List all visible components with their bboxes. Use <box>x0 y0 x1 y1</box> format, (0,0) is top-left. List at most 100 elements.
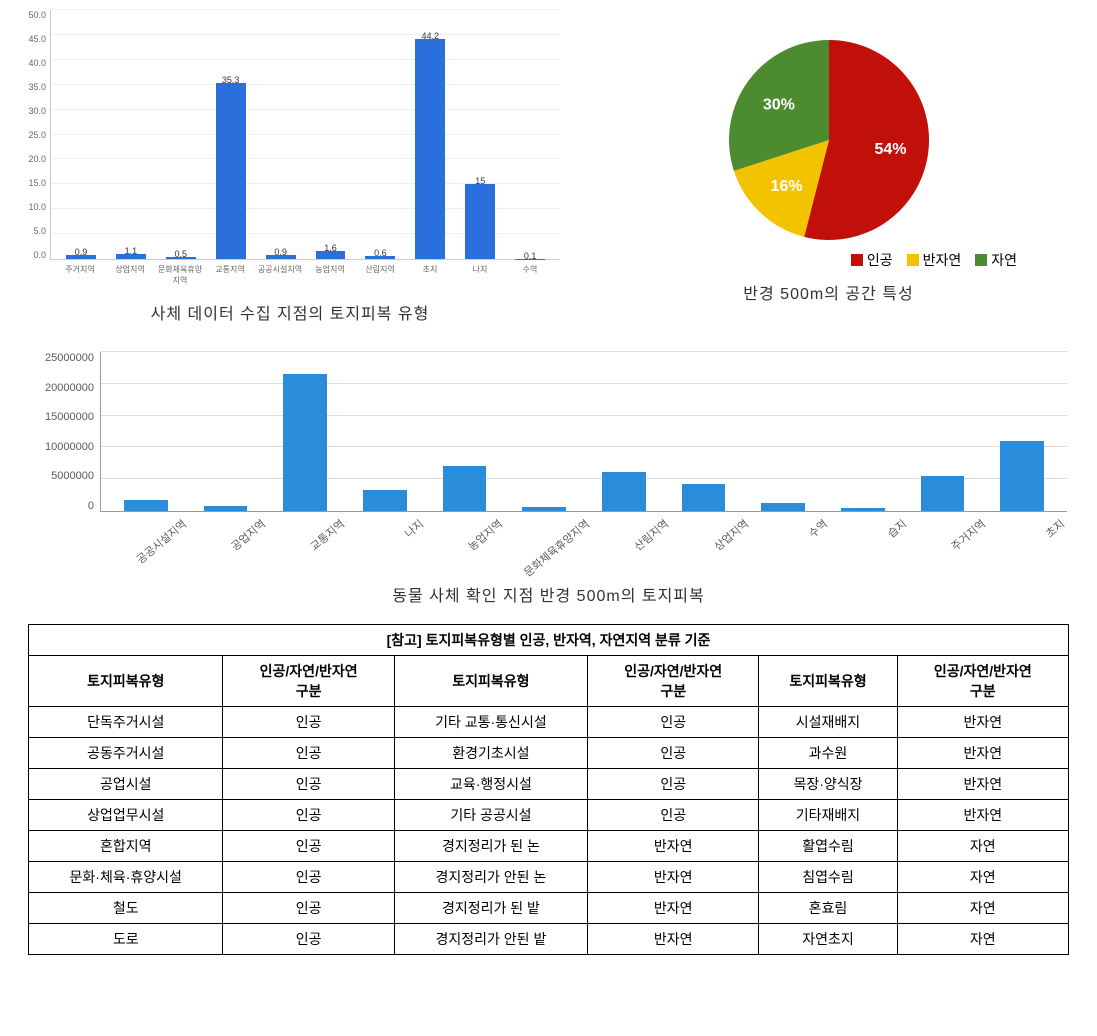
table-cell: 기타 교통·통신시설 <box>394 707 587 738</box>
chart1-ytick: 20.0 <box>20 154 50 164</box>
table-row: 단독주거시설인공기타 교통·통신시설인공시설재배지반자연 <box>29 707 1069 738</box>
table-cell: 반자연 <box>588 893 759 924</box>
table-cell: 경지정리가 된 밭 <box>394 893 587 924</box>
chart2-bar <box>106 352 186 511</box>
table-cell: 문화·체육·휴양시설 <box>29 862 223 893</box>
chart1-xlabel: 문화체육휴양지역 <box>155 260 205 290</box>
table-row: 공업시설인공교육·행정시설인공목장·양식장반자연 <box>29 769 1069 800</box>
table-row: 혼합지역인공경지정리가 된 논반자연활엽수림자연 <box>29 831 1069 862</box>
pie-slice-label: 30% <box>762 97 794 114</box>
chart1-ytick: 10.0 <box>20 202 50 212</box>
table-cell: 환경기초시설 <box>394 738 587 769</box>
table-header: 인공/자연/반자연구분 <box>897 656 1068 707</box>
table-cell: 인공 <box>588 707 759 738</box>
chart2-bar <box>664 352 744 511</box>
table-cell: 인공 <box>223 707 394 738</box>
chart1-ytick: 50.0 <box>20 10 50 20</box>
chart2-bar <box>743 352 823 511</box>
table-row: 공동주거시설인공환경기초시설인공과수원반자연 <box>29 738 1069 769</box>
table-cell: 반자연 <box>897 800 1068 831</box>
chart1-xlabel: 공공시설지역 <box>255 260 305 290</box>
table-cell: 철도 <box>29 893 223 924</box>
table-cell: 활엽수림 <box>759 831 897 862</box>
bar-chart-1: 50.045.040.035.030.025.020.015.010.05.00… <box>20 10 560 290</box>
table-cell: 기타 공공시설 <box>394 800 587 831</box>
chart2-container: 2500000020000000150000001000000050000000… <box>0 352 1097 606</box>
pie-slice-label: 54% <box>874 141 906 158</box>
chart1-ytick: 15.0 <box>20 178 50 188</box>
chart1-ytick: 35.0 <box>20 82 50 92</box>
legend-label: 반자연 <box>923 250 962 270</box>
chart1-caption: 사체 데이터 수집 지점의 토지피복 유형 <box>20 300 560 324</box>
chart1-bar: 1.1 <box>106 10 156 259</box>
chart1-ytick: 45.0 <box>20 34 50 44</box>
table-cell: 공동주거시설 <box>29 738 223 769</box>
chart1-xlabel: 나지 <box>455 260 505 290</box>
chart2-ytick: 0 <box>30 500 100 512</box>
table-cell: 인공 <box>588 800 759 831</box>
table-cell: 도로 <box>29 924 223 955</box>
chart1-bar: 35.3 <box>206 10 256 259</box>
chart1-xlabel: 상업지역 <box>105 260 155 290</box>
table-row: 철도인공경지정리가 된 밭반자연혼효림자연 <box>29 893 1069 924</box>
pie-caption: 반경 500m의 공간 특성 <box>580 280 1077 304</box>
pie-container: 54% 16% 30% 인공 반자연 자연 반경 500m의 공간 특성 <box>580 10 1077 342</box>
chart2-bar <box>345 352 425 511</box>
legend-color-box <box>907 254 919 266</box>
table-cell: 반자연 <box>897 769 1068 800</box>
table-row: 상업업무시설인공기타 공공시설인공기타재배지반자연 <box>29 800 1069 831</box>
chart1-xlabel: 교통지역 <box>205 260 255 290</box>
pie-slice-label: 16% <box>770 178 802 195</box>
chart1-xlabel: 주거지역 <box>55 260 105 290</box>
chart2-ytick: 10000000 <box>30 441 100 453</box>
table-cell: 인공 <box>223 738 394 769</box>
chart1-xlabel: 농업지역 <box>305 260 355 290</box>
pie-legend-item: 자연 <box>975 250 1017 270</box>
chart2-ytick: 15000000 <box>30 411 100 423</box>
chart2-bar <box>186 352 266 511</box>
chart1-container: 50.045.040.035.030.025.020.015.010.05.00… <box>20 10 560 342</box>
chart2-bar <box>584 352 664 511</box>
pie-legend: 인공 반자연 자연 <box>851 250 1017 270</box>
legend-label: 자연 <box>991 250 1017 270</box>
table-cell: 자연 <box>897 831 1068 862</box>
table-cell: 공업시설 <box>29 769 223 800</box>
chart1-bar: 0.6 <box>355 10 405 259</box>
table-cell: 혼효림 <box>759 893 897 924</box>
table-cell: 반자연 <box>588 831 759 862</box>
table-row: 도로인공경지정리가 안된 밭반자연자연초지자연 <box>29 924 1069 955</box>
table-title: [참고] 토지피복유형별 인공, 반자역, 자연지역 분류 기준 <box>29 625 1069 656</box>
table-cell: 상업업무시설 <box>29 800 223 831</box>
chart1-xlabel: 초지 <box>405 260 455 290</box>
reference-table: [참고] 토지피복유형별 인공, 반자역, 자연지역 분류 기준 토지피복유형인… <box>28 624 1069 955</box>
chart1-bar: 0.1 <box>505 10 555 259</box>
chart2-bar <box>823 352 903 511</box>
chart1-bar: 44.2 <box>405 10 455 259</box>
table-cell: 교육·행정시설 <box>394 769 587 800</box>
table-cell: 과수원 <box>759 738 897 769</box>
table-cell: 인공 <box>223 800 394 831</box>
table-cell: 경지정리가 안된 밭 <box>394 924 587 955</box>
table-cell: 인공 <box>223 924 394 955</box>
table-cell: 목장·양식장 <box>759 769 897 800</box>
table-cell: 인공 <box>223 831 394 862</box>
table-header: 인공/자연/반자연구분 <box>588 656 759 707</box>
chart1-ytick: 30.0 <box>20 106 50 116</box>
table-cell: 단독주거시설 <box>29 707 223 738</box>
pie-legend-item: 인공 <box>851 250 893 270</box>
chart1-xlabel: 산림지역 <box>355 260 405 290</box>
chart1-bar: 0.9 <box>256 10 306 259</box>
table-cell: 반자연 <box>897 707 1068 738</box>
legend-color-box <box>851 254 863 266</box>
legend-label: 인공 <box>867 250 893 270</box>
table-cell: 경지정리가 된 논 <box>394 831 587 862</box>
table-header: 토지피복유형 <box>29 656 223 707</box>
table-row: 문화·체육·휴양시설인공경지정리가 안된 논반자연침엽수림자연 <box>29 862 1069 893</box>
chart1-bar: 0.9 <box>56 10 106 259</box>
chart1-ytick: 25.0 <box>20 130 50 140</box>
table-cell: 반자연 <box>588 924 759 955</box>
legend-color-box <box>975 254 987 266</box>
chart1-xlabel: 수역 <box>505 260 555 290</box>
chart1-bar: 15 <box>455 10 505 259</box>
table-cell: 인공 <box>223 769 394 800</box>
